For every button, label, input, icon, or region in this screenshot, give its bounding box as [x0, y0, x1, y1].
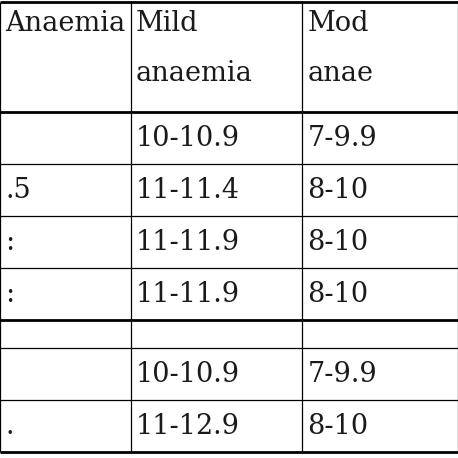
Text: 11-11.9: 11-11.9 — [136, 280, 240, 307]
Text: 10-10.9: 10-10.9 — [136, 360, 240, 387]
Text: :: : — [5, 229, 14, 256]
Text: anaemia: anaemia — [136, 60, 252, 87]
Text: anae: anae — [307, 60, 373, 87]
Text: 8-10: 8-10 — [307, 413, 368, 440]
Text: 7-9.9: 7-9.9 — [307, 125, 377, 152]
Text: Mild: Mild — [136, 10, 198, 37]
Text: :: : — [5, 280, 14, 307]
Text: .5: .5 — [5, 176, 31, 203]
Text: 7-9.9: 7-9.9 — [307, 360, 377, 387]
Text: 10-10.9: 10-10.9 — [136, 125, 240, 152]
Text: 11-12.9: 11-12.9 — [136, 413, 240, 440]
Text: 8-10: 8-10 — [307, 176, 368, 203]
Text: 8-10: 8-10 — [307, 280, 368, 307]
Text: 11-11.4: 11-11.4 — [136, 176, 240, 203]
Text: 8-10: 8-10 — [307, 229, 368, 256]
Text: .: . — [5, 413, 13, 440]
Text: 11-11.9: 11-11.9 — [136, 229, 240, 256]
Text: Mod: Mod — [307, 10, 369, 37]
Text: Anaemia: Anaemia — [5, 10, 125, 37]
